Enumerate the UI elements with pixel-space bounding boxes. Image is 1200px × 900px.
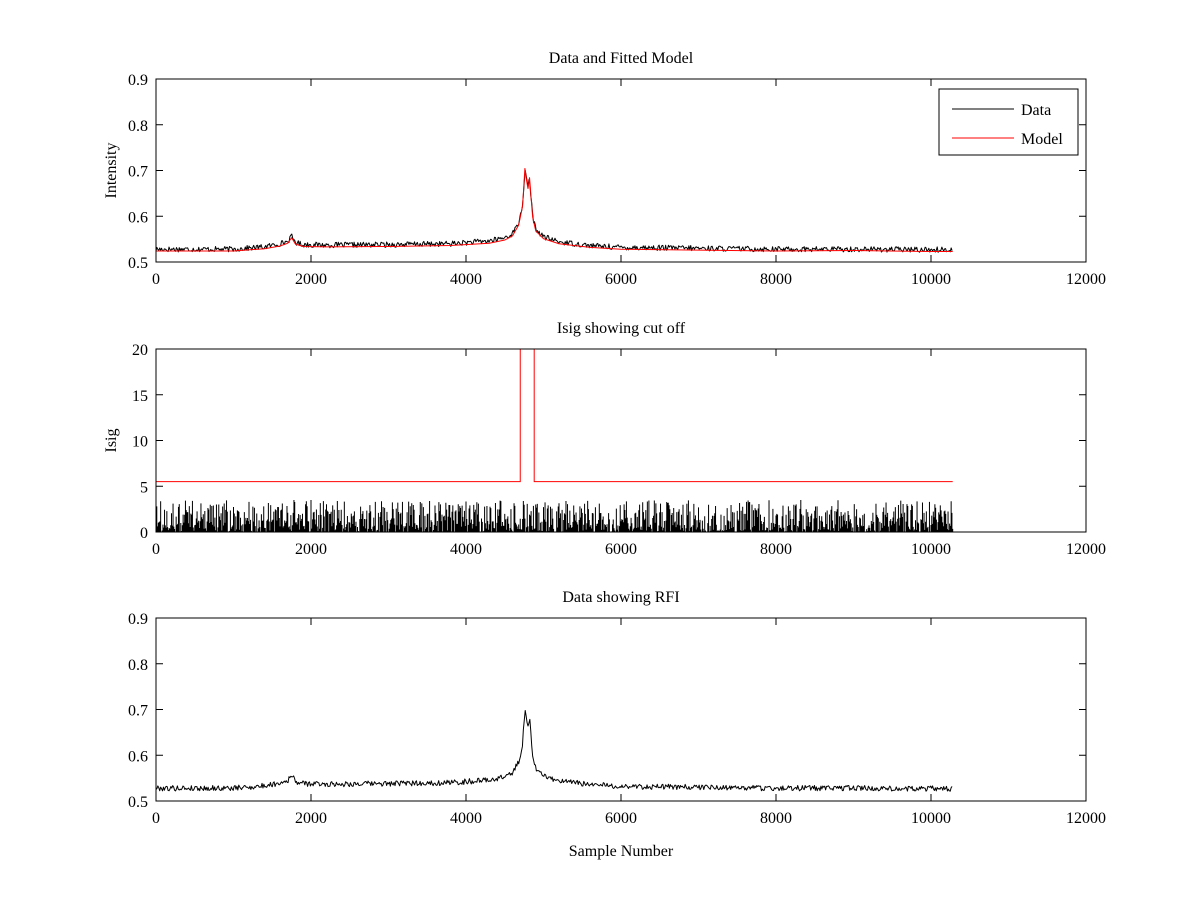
- x-tick-label: 4000: [450, 541, 482, 558]
- x-tick-label: 4000: [450, 810, 482, 827]
- y-axis-title: Isig: [103, 429, 120, 453]
- legend: Data Model: [938, 88, 1079, 156]
- y-tick-label: 0.8: [128, 657, 148, 674]
- series-group: [156, 709, 953, 792]
- x-tick-label: 0: [152, 541, 160, 558]
- chart-title: Isig showing cut off: [557, 320, 686, 337]
- y-tick-label: 0.5: [128, 794, 148, 811]
- x-tick-label: 6000: [605, 541, 637, 558]
- legend-box: [938, 88, 1079, 156]
- x-tick-label: 12000: [1066, 271, 1106, 288]
- subplot-3: 0 2000 4000 6000 8000 10000 12000 0.5 0.6 0.7 0.8 0…: [128, 589, 1106, 860]
- x-tick-label: 10000: [911, 271, 951, 288]
- x-tick-label: 8000: [760, 810, 792, 827]
- y-tick-label: 15: [132, 388, 148, 405]
- legend-label-data: Data: [1021, 102, 1051, 119]
- x-tick-label: 4000: [450, 271, 482, 288]
- plot-area: [156, 79, 1086, 262]
- chart-title: Data and Fitted Model: [549, 50, 694, 67]
- series-2: [156, 349, 953, 483]
- y-tick-label: 20: [132, 342, 148, 359]
- y-tick-label: 5: [140, 479, 148, 496]
- y-tick-label: 0.9: [128, 611, 148, 628]
- plot-area: [156, 618, 1086, 801]
- x-tick-label: 0: [152, 810, 160, 827]
- y-tick-label: 0.9: [128, 72, 148, 89]
- y-tick-label: 0.5: [128, 255, 148, 272]
- x-tick-label: 8000: [760, 271, 792, 288]
- subplot-1: 0 2000 4000 6000 8000 10000 12000 0.5 0.6 0.7 0.8 0…: [103, 50, 1106, 288]
- subplot-2: 0 2000 4000 6000 8000 10000 12000 0 5 10 15 20 Isig …: [103, 320, 1106, 558]
- x-tick-label: 2000: [295, 810, 327, 827]
- y-tick-label: 0.6: [128, 209, 148, 226]
- series-group: [156, 349, 954, 532]
- y-tick-label: 10: [132, 434, 148, 451]
- x-tick-label: 10000: [911, 810, 951, 827]
- x-tick-label: 2000: [295, 541, 327, 558]
- y-axis-title: Intensity: [103, 143, 120, 199]
- y-tick-label: 0.7: [128, 164, 148, 181]
- y-tick-label: 0.7: [128, 703, 148, 720]
- chart-title: Data showing RFI: [562, 589, 679, 606]
- x-tick-label: 6000: [605, 271, 637, 288]
- x-tick-label: 8000: [760, 541, 792, 558]
- x-tick-label: 12000: [1066, 541, 1106, 558]
- x-tick-label: 12000: [1066, 810, 1106, 827]
- series-group: [156, 168, 953, 253]
- series-model: [156, 168, 953, 252]
- y-tick-label: 0: [140, 525, 148, 542]
- plot-area: [156, 349, 1086, 532]
- x-tick-label: 10000: [911, 541, 951, 558]
- x-tick-label: 6000: [605, 810, 637, 827]
- y-tick-label: 0.6: [128, 748, 148, 765]
- x-tick-label: 0: [152, 271, 160, 288]
- series-1: [156, 709, 953, 792]
- y-tick-label: 0.8: [128, 118, 148, 135]
- series-1: [156, 500, 954, 532]
- legend-label-model: Model: [1021, 131, 1063, 148]
- x-axis-title: Sample Number: [569, 843, 674, 860]
- x-tick-label: 2000: [295, 271, 327, 288]
